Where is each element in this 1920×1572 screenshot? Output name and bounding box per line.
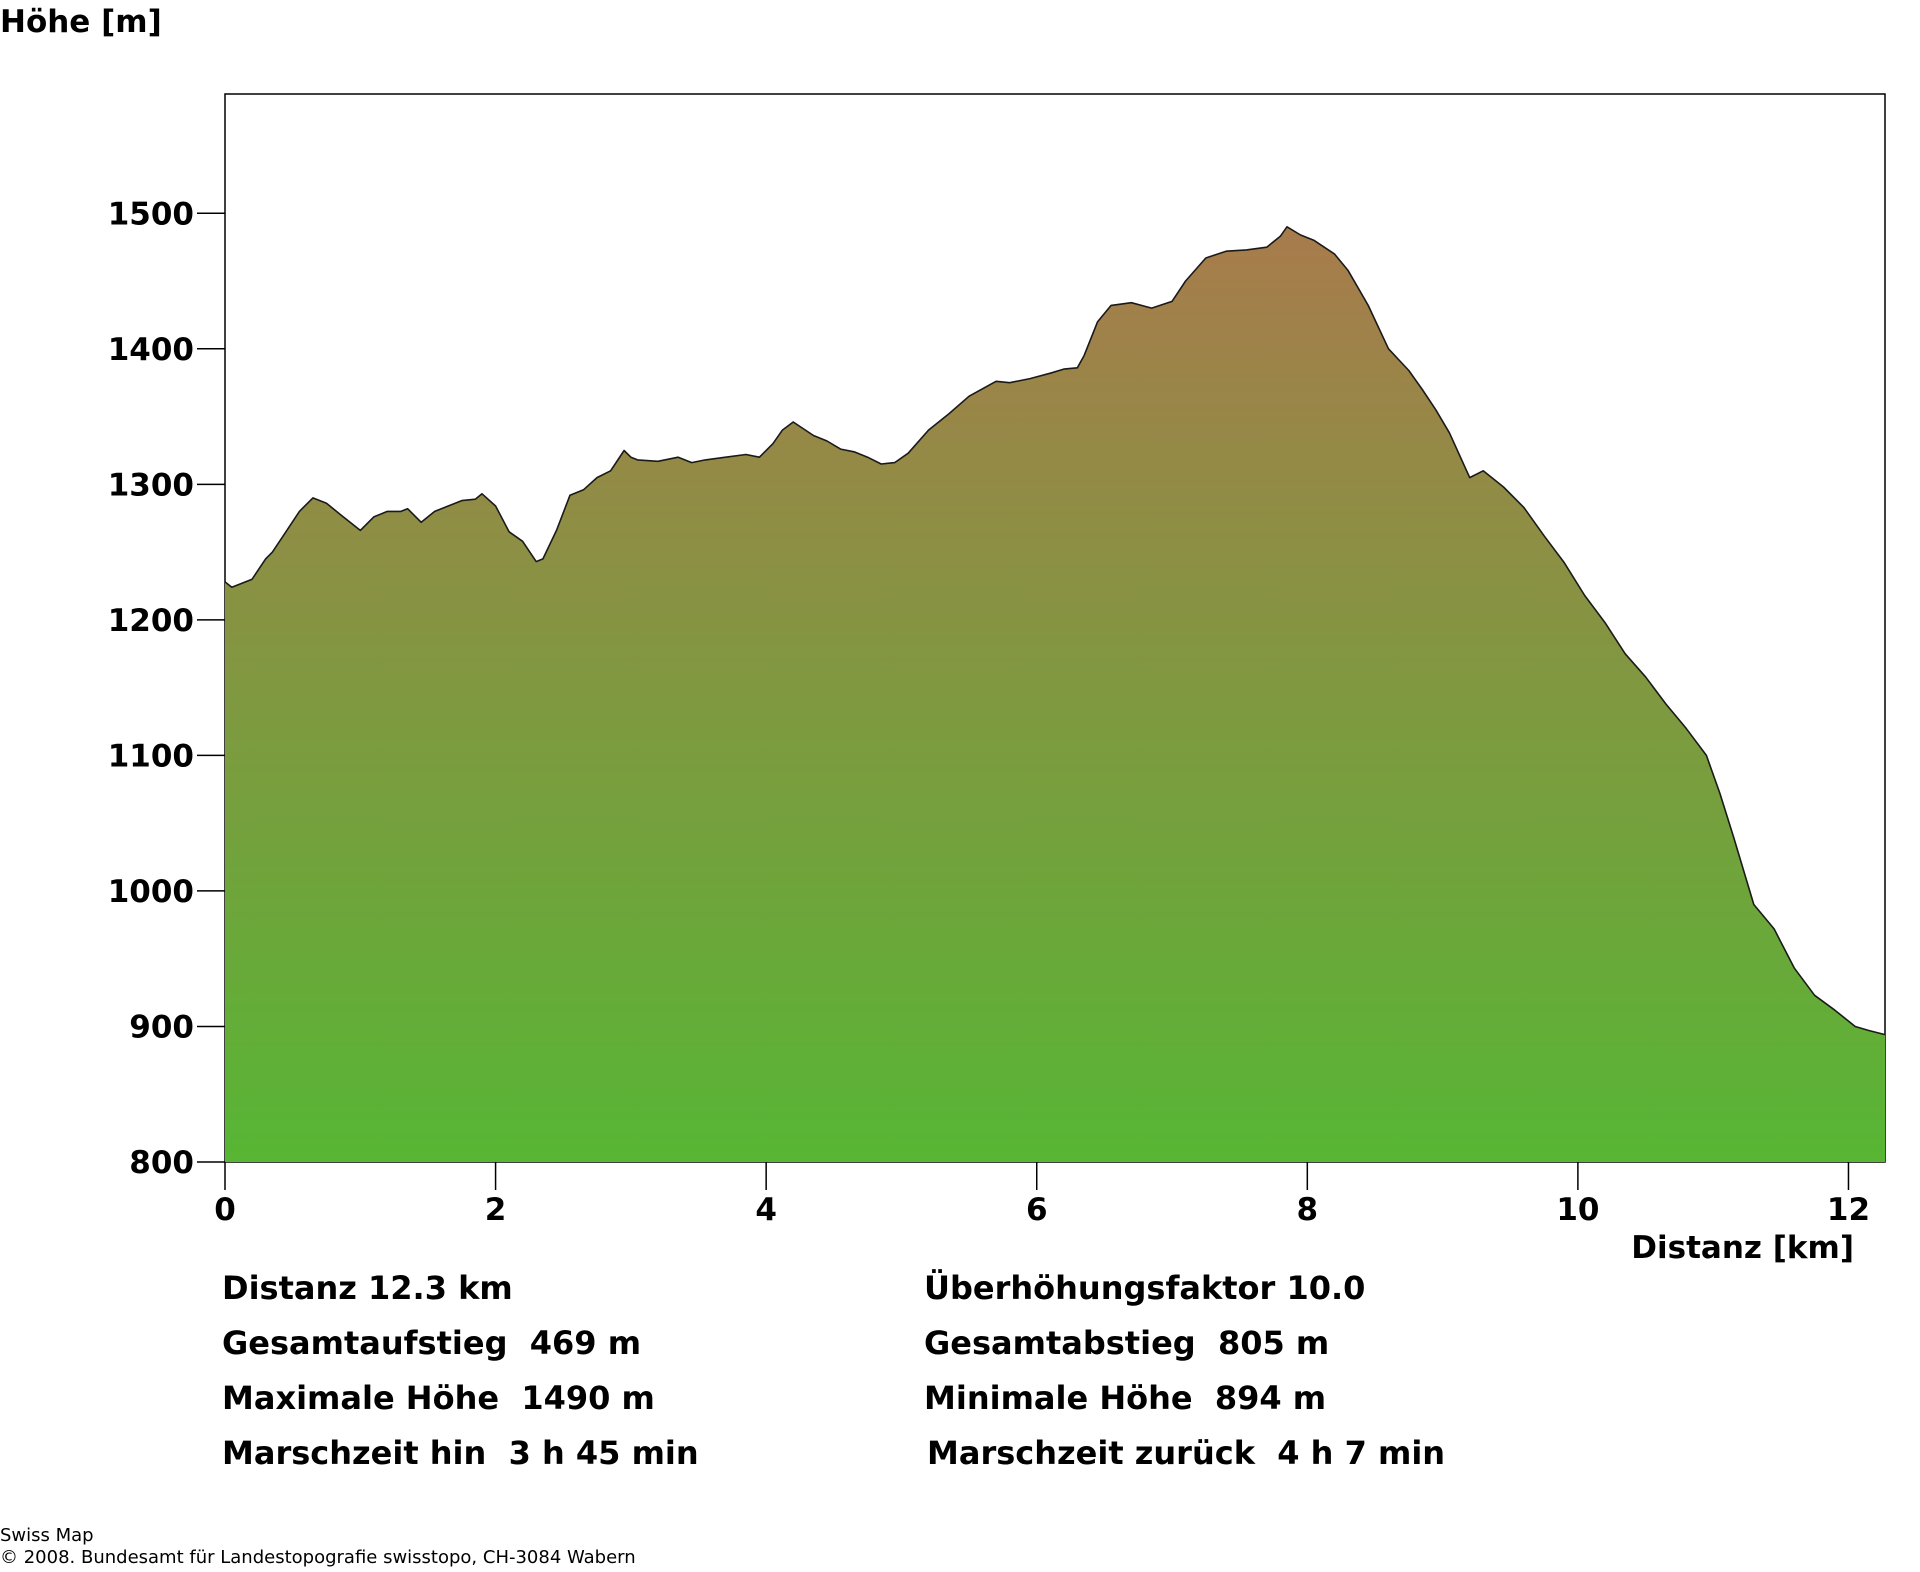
y-tick-label-1100: 1100 — [108, 738, 194, 774]
stat-gesamtabstieg: Gesamtabstieg 805 m — [924, 1324, 1330, 1362]
x-tick-label-2: 2 — [485, 1192, 507, 1228]
stat-marschzeit-hin: Marschzeit hin 3 h 45 min — [222, 1434, 699, 1472]
stat-marschzeit-zurueck: Marschzeit zurück 4 h 7 min — [927, 1434, 1446, 1472]
y-axis-title: Höhe [m] — [0, 4, 162, 40]
x-axis-title: Distanz [km] — [1631, 1230, 1854, 1266]
x-tick-label-6: 6 — [1026, 1192, 1048, 1228]
y-tick-label-800: 800 — [129, 1145, 194, 1181]
y-tick-label-1300: 1300 — [108, 467, 194, 503]
footer-source: Swiss Map — [0, 1525, 94, 1546]
y-tick-label-900: 900 — [129, 1009, 194, 1045]
y-tick-label-1000: 1000 — [108, 874, 194, 910]
y-tick-label-1400: 1400 — [108, 332, 194, 368]
x-tick-label-8: 8 — [1297, 1192, 1319, 1228]
stat-minimale-hoehe: Minimale Höhe 894 m — [924, 1379, 1327, 1417]
stat-distanz: Distanz 12.3 km — [222, 1269, 513, 1307]
x-tick-label-0: 0 — [214, 1192, 236, 1228]
x-tick-label-4: 4 — [755, 1192, 777, 1228]
stat-ueberhoehungsfaktor: Überhöhungsfaktor 10.0 — [924, 1269, 1366, 1307]
x-tick-label-10: 10 — [1556, 1192, 1599, 1228]
y-tick-label-1500: 1500 — [108, 196, 194, 232]
footer-copyright: © 2008. Bundesamt für Landestopografie s… — [0, 1547, 636, 1568]
elevation-area-0 — [225, 226, 1885, 1163]
y-tick-label-1200: 1200 — [108, 603, 194, 639]
x-tick-label-12: 12 — [1827, 1192, 1870, 1228]
elevation-line-0 — [224, 226, 1886, 1036]
stat-maximale-hoehe: Maximale Höhe 1490 m — [222, 1379, 655, 1417]
stat-gesamtaufstieg: Gesamtaufstieg 469 m — [222, 1324, 642, 1362]
